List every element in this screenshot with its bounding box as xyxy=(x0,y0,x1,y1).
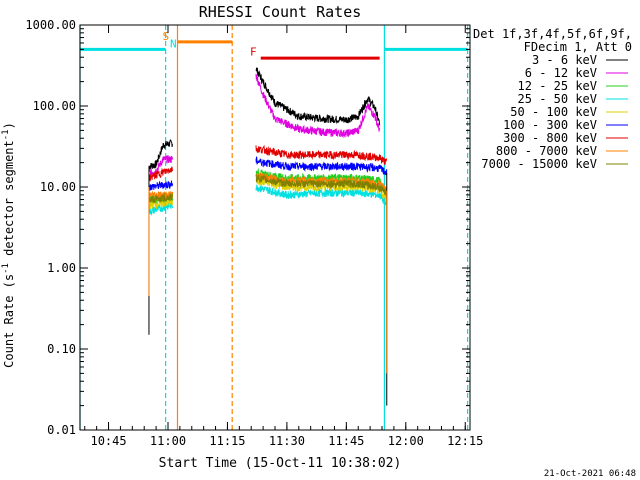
legend-label-0: 3 - 6 keV xyxy=(532,53,597,67)
x-axis: 10:45 11:00 11:15 11:30 11:45 12:00 12:15 xyxy=(84,25,483,448)
legend-label-5: 100 - 300 keV xyxy=(503,118,597,132)
legend-label-3: 25 - 50 keV xyxy=(518,92,597,106)
series-line-1-0 xyxy=(148,155,174,176)
x-tick-label-5: 12:00 xyxy=(388,434,424,448)
x-tick-label-6: 12:15 xyxy=(447,434,483,448)
legend-label-2: 12 - 25 keV xyxy=(518,79,597,93)
x-tick-label-3: 11:30 xyxy=(269,434,305,448)
series-line-3-1 xyxy=(255,184,388,206)
plot-frame xyxy=(79,24,471,431)
series-line-0-1 xyxy=(255,67,380,126)
y-tick-label-4: 0.10 xyxy=(47,342,76,356)
y-tick-label-1: 100.00 xyxy=(33,99,76,113)
legend-header-2: FDecim 1, Att 0 xyxy=(524,40,632,54)
legend-label-1: 6 - 12 keV xyxy=(525,66,597,80)
y-axis: 1000.00 100.00 10.00 1.00 0.10 0.01 xyxy=(25,18,470,437)
y-tick-label-3: 1.00 xyxy=(47,261,76,275)
series-layer xyxy=(148,67,388,406)
series-line-1-1 xyxy=(255,73,380,139)
annotation-lines: NS F xyxy=(79,25,469,430)
series-line-8-0 xyxy=(148,192,174,203)
x-axis-label: Start Time (15-Oct-11 10:38:02) xyxy=(159,456,402,471)
series-line-7-0 xyxy=(148,190,174,201)
legend-label-6: 300 - 800 keV xyxy=(503,131,597,145)
legend-label-4: 50 - 100 keV xyxy=(510,105,597,119)
series-line-5-0 xyxy=(148,180,174,191)
y-tick-label-2: 10.00 xyxy=(40,180,76,194)
legend: Det 1f,3f,4f,5f,6f,9f, FDecim 1, Att 0 3… xyxy=(473,27,632,171)
annotation-s: S xyxy=(163,30,170,43)
y-tick-label-5: 0.01 xyxy=(47,423,76,437)
series-line-0-0 xyxy=(148,139,174,170)
legend-label-8: 7000 - 15000 keV xyxy=(481,157,597,171)
annotation-n: N xyxy=(170,37,177,50)
x-tick-label-4: 11:45 xyxy=(328,434,364,448)
legend-header-1: Det 1f,3f,4f,5f,6f,9f, xyxy=(473,27,632,41)
series-line-6-0 xyxy=(148,166,174,182)
chart-title: RHESSI Count Rates xyxy=(199,3,362,21)
annotation-f: F xyxy=(250,46,257,59)
y-tick-label-0: 1000.00 xyxy=(25,18,76,32)
legend-label-7: 800 - 7000 keV xyxy=(496,144,597,158)
series-line-6-1 xyxy=(255,144,388,166)
x-tick-label-1: 11:00 xyxy=(150,434,186,448)
y-axis-label: Count Rate (s-1 detector segment-1) xyxy=(1,122,16,368)
x-tick-label-2: 11:15 xyxy=(209,434,245,448)
x-tick-label-0: 10:45 xyxy=(90,434,126,448)
series-line-5-1 xyxy=(255,155,388,176)
footer-date: 21-Oct-2021 06:48 xyxy=(544,469,636,479)
series-line-8-1 xyxy=(255,174,388,199)
plot-border xyxy=(79,24,471,431)
